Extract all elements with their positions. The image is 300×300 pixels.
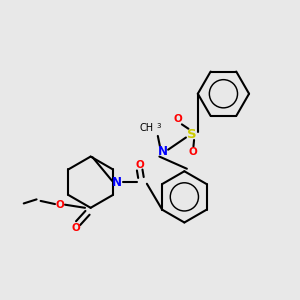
Text: CH: CH: [139, 123, 153, 133]
Text: O: O: [188, 147, 197, 157]
Text: S: S: [188, 128, 197, 141]
Text: O: O: [174, 114, 182, 124]
Text: N: N: [112, 176, 122, 189]
Text: 3: 3: [156, 123, 161, 129]
Text: O: O: [71, 223, 80, 233]
Text: N: N: [158, 145, 167, 158]
Text: O: O: [56, 200, 64, 210]
Text: O: O: [135, 160, 144, 170]
